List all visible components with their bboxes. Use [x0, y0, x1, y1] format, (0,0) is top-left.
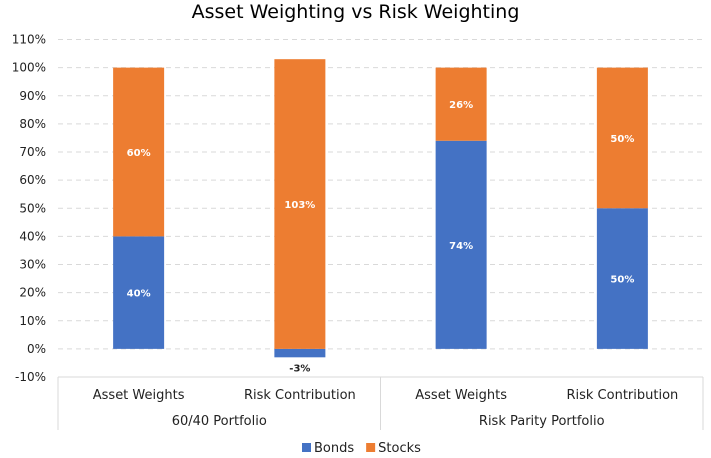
data-labels: 40% 60% -3% 103% 74% 26% 50% 50%	[127, 100, 635, 374]
bar-stocks	[435, 67, 487, 141]
legend-swatch-stocks	[366, 443, 376, 452]
x-category-label: Asset Weights	[415, 388, 507, 403]
y-tick-label: 0%	[27, 342, 46, 356]
bar-bonds	[274, 348, 326, 358]
bar-bonds	[596, 208, 648, 349]
data-label: 103%	[284, 200, 315, 211]
bars	[113, 59, 648, 358]
data-label: 50%	[610, 134, 634, 145]
data-label: 50%	[610, 275, 634, 286]
y-tick-label: 50%	[19, 201, 46, 215]
x-axis: Asset Weights Risk Contribution Asset Weig…	[57, 376, 704, 430]
bar-stocks	[596, 67, 648, 209]
y-tick-label: 80%	[19, 117, 46, 131]
y-axis: -10% 0% 10% 20% 30% 40% 50% 60% 70% 80% 90% 100% 110…	[12, 33, 46, 385]
bar-bonds	[435, 140, 487, 349]
legend-swatch-bonds	[302, 443, 311, 452]
y-tick-label: 20%	[19, 286, 46, 300]
y-tick-label: 30%	[19, 258, 46, 272]
y-tick-label: 10%	[19, 314, 46, 328]
x-group-label: Risk Parity Portfolio	[479, 414, 605, 429]
data-label: 26%	[449, 100, 473, 111]
x-category-label: Risk Contribution	[244, 388, 356, 403]
y-tick-label: 90%	[19, 89, 46, 103]
y-tick-label: -10%	[15, 370, 46, 384]
y-tick-label: 100%	[12, 61, 46, 75]
chart-title: Asset Weighting vs Risk Weighting	[191, 1, 520, 23]
data-label: 40%	[127, 289, 151, 300]
x-category-label: Asset Weights	[93, 388, 185, 403]
bar-bonds	[113, 236, 165, 349]
x-category-label: Risk Contribution	[566, 388, 678, 403]
legend: Bonds Stocks	[302, 441, 421, 456]
legend-label-bonds: Bonds	[314, 441, 354, 456]
y-tick-label: 110%	[12, 33, 46, 47]
y-tick-label: 40%	[19, 229, 46, 243]
bar-stocks	[113, 67, 165, 237]
data-label: -3%	[289, 363, 310, 374]
bar-stocks	[274, 59, 326, 349]
data-label: 60%	[127, 148, 151, 159]
data-label: 74%	[449, 241, 473, 252]
y-tick-label: 70%	[19, 145, 46, 159]
x-group-label: 60/40 Portfolio	[172, 414, 267, 429]
y-tick-label: 60%	[19, 173, 46, 187]
legend-label-stocks: Stocks	[378, 441, 421, 456]
